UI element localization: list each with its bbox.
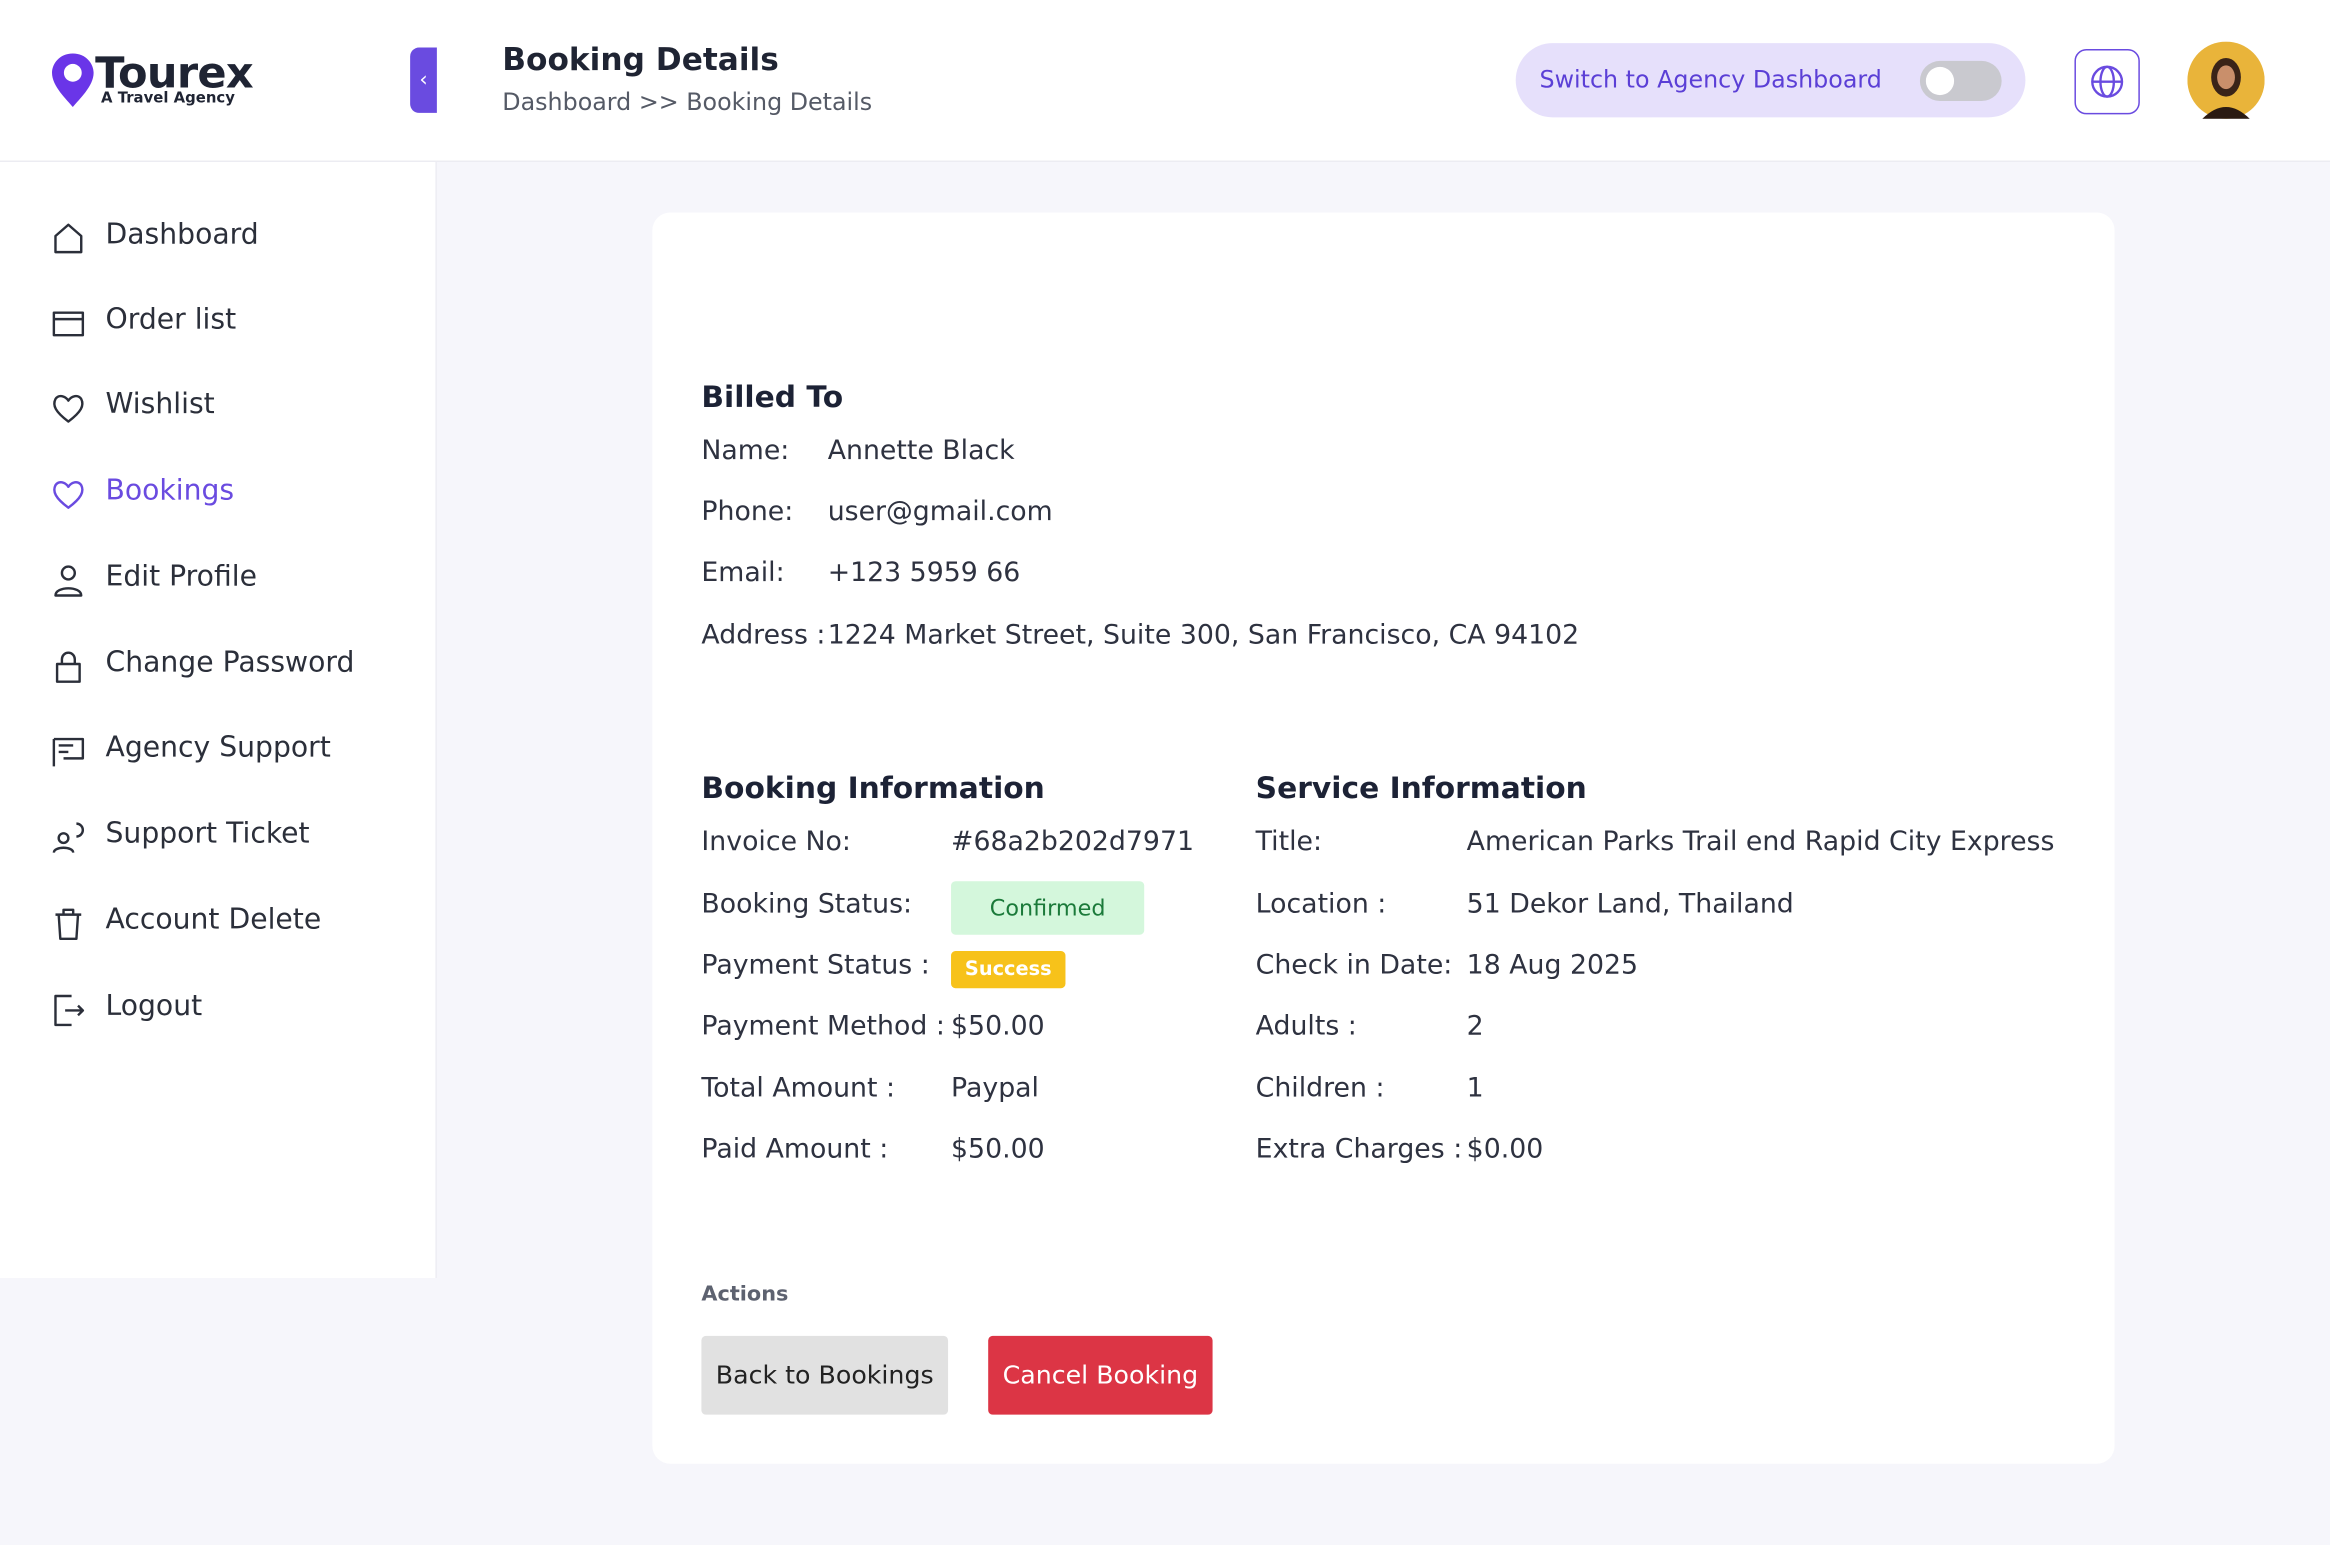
field-value: 2 — [1466, 1010, 1484, 1042]
nav-icon — [55, 651, 81, 683]
switch-label: Switch to Agency Dashboard — [1539, 65, 1882, 94]
field-label: Phone: — [701, 496, 794, 528]
nav-icon — [53, 481, 84, 509]
field-label: Adults : — [1255, 1010, 1357, 1042]
nav-item[interactable]: Edit Profile — [105, 560, 257, 593]
section-title: Booking Information — [701, 769, 1045, 806]
field-value: user@gmail.com — [827, 496, 1053, 528]
nav-icon — [54, 994, 85, 1027]
payment-badge: Success — [951, 951, 1066, 989]
sidebar: Dashboard Order list Wishlist Bookings Edit … — [0, 0, 437, 1278]
switch-pill[interactable]: Switch to Agency Dashboard — [1515, 43, 2026, 118]
field-value: American Parks Trail end Rapid City Expr… — [1466, 826, 2055, 858]
field-label: Paid Amount : — [701, 1133, 889, 1166]
top-bar: Tourex A Travel Agency ‹ Booking Details… — [0, 0, 2330, 162]
field-value: 1 — [1466, 1072, 1484, 1105]
nav-item[interactable]: Agency Support — [105, 731, 331, 764]
field-label: Extra Charges : — [1255, 1133, 1463, 1166]
nav-icon — [54, 223, 83, 254]
field-label: Address : — [701, 619, 826, 651]
nav-item[interactable]: Account Delete — [105, 903, 322, 937]
field-value: 51 Dekor Land, Thailand — [1466, 888, 1794, 920]
cancel-button[interactable]: Cancel Booking — [988, 1335, 1213, 1415]
nav-icon — [53, 394, 84, 423]
nav-icon — [52, 822, 85, 854]
globe-icon — [2091, 65, 2124, 98]
section-title: Billed To — [701, 378, 844, 415]
nav-item[interactable]: Support Ticket — [105, 817, 310, 850]
field-label: Total Amount : — [701, 1072, 895, 1105]
field-label: Check in Date: — [1255, 949, 1453, 981]
nav-item[interactable]: Wishlist — [105, 387, 215, 421]
toggle[interactable] — [1919, 60, 2002, 102]
back-button[interactable]: Back to Bookings — [701, 1335, 949, 1415]
nav-icon — [54, 565, 83, 597]
nav-item[interactable]: Change Password — [105, 646, 355, 680]
toggle-knob — [1925, 66, 1955, 96]
field-value: $50.00 — [951, 1133, 1045, 1166]
field-label: Booking Status: — [701, 888, 913, 920]
field-value: Annette Black — [827, 435, 1015, 467]
status-badge: Confirmed — [951, 881, 1145, 935]
nav-item[interactable]: Dashboard — [105, 218, 259, 252]
logo-tagline: A Travel Agency — [101, 90, 235, 107]
field-value: 1224 Market Street, Suite 300, San Franc… — [827, 619, 1580, 651]
nav-icon — [52, 311, 85, 337]
field-value: $50.00 — [951, 1010, 1045, 1042]
field-value: #68a2b202d7971 — [951, 826, 1195, 858]
section-title: Service Information — [1255, 769, 1587, 806]
page-title: Booking Details — [502, 41, 779, 78]
nav-icon — [55, 908, 82, 940]
nav-icon — [52, 737, 85, 767]
collapse-button[interactable]: ‹ — [410, 47, 437, 113]
field-value: +123 5959 66 — [827, 557, 1021, 589]
field-label: Name: — [701, 435, 790, 467]
field-label: Email: — [701, 557, 785, 589]
booking-card: Billed To Name: Annette Black Phone: user@gm… — [652, 212, 2115, 1464]
nav-item[interactable]: Logout — [105, 989, 203, 1023]
field-value: $0.00 — [1466, 1133, 1544, 1166]
field-value: 18 Aug 2025 — [1466, 949, 1639, 981]
field-label: Children : — [1255, 1072, 1385, 1105]
actions-label: Actions — [701, 1282, 789, 1307]
language-button[interactable] — [2074, 49, 2140, 115]
logo-name: Tourex — [95, 47, 254, 99]
field-label: Payment Status : — [701, 949, 930, 981]
nav-item[interactable]: Bookings — [105, 474, 235, 507]
nav-item[interactable]: Order list — [105, 303, 237, 336]
breadcrumb: Dashboard >> Booking Details — [502, 87, 873, 116]
logo-icon — [52, 53, 94, 107]
field-label: Payment Method : — [701, 1010, 945, 1042]
avatar[interactable] — [2187, 41, 2265, 119]
field-label: Location : — [1255, 888, 1387, 920]
field-label: Invoice No: — [701, 826, 851, 858]
field-value: Paypal — [951, 1072, 1039, 1105]
field-label: Title: — [1255, 826, 1323, 858]
